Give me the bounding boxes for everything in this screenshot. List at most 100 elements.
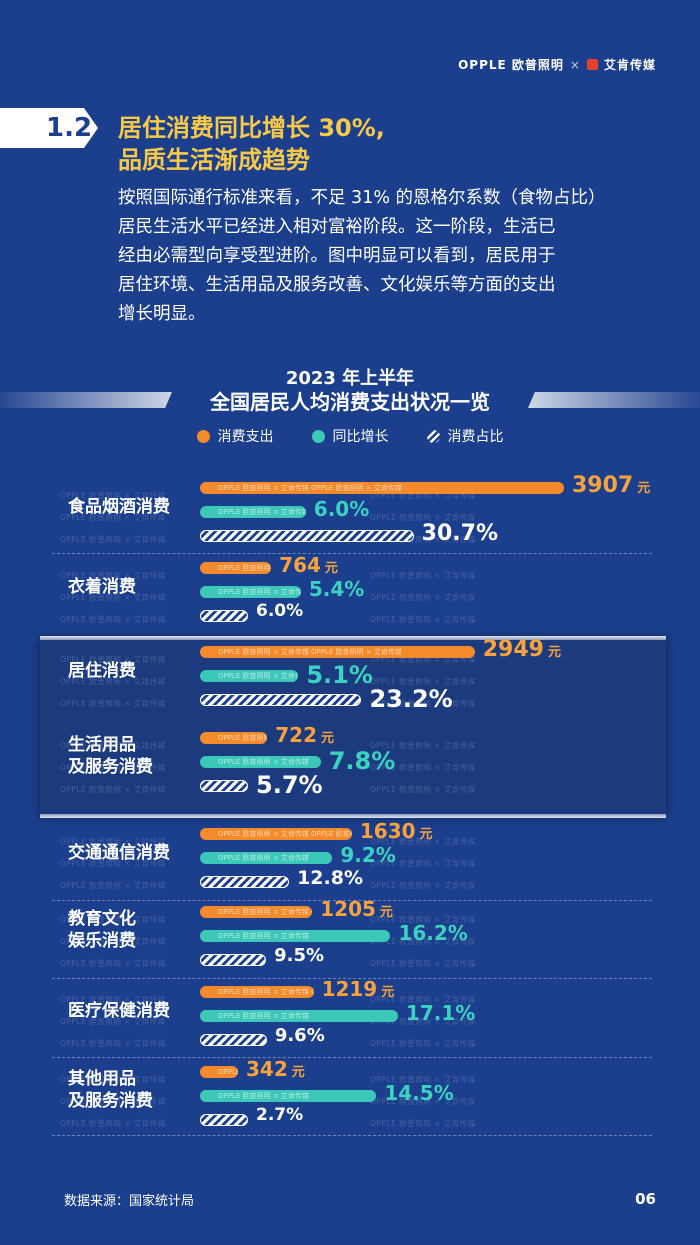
value-label-share: 5.7%	[256, 771, 323, 799]
value-number: 342	[246, 1057, 288, 1081]
watermark-text: OPPLE 欧普照明 × 艾肯传媒	[60, 1119, 166, 1128]
bar-growth: OPPLE 欧普照明 × 艾肯传媒	[200, 1090, 377, 1102]
value-label-growth: 17.1%	[405, 1001, 476, 1025]
bar-growth: OPPLE 欧普照明 × 艾肯传媒	[200, 756, 321, 768]
chart-title-line2: 全国居民人均消费支出状况一览	[210, 390, 490, 414]
bar-share	[200, 530, 414, 542]
section-title: 居住消费同比增长 30%, 品质生活渐成趋势	[118, 112, 385, 176]
value-label-share: 6.0%	[256, 601, 304, 621]
value-label-share: 9.5%	[274, 945, 325, 966]
category-label: 生活用品 及服务消费	[68, 735, 153, 777]
watermark-text: OPPLE 欧普照明 × 艾肯传媒	[218, 508, 306, 516]
value-label-spending: 3907 元	[572, 473, 650, 498]
bar-spending: OPPLE 欧普照明 × 艾肯传媒 OPPLE 欧普照明 × 艾肯传媒	[200, 906, 313, 918]
watermark-text: OPPLE 欧普照明 × 艾肯传媒	[218, 672, 298, 680]
watermark-text: OPPLE 欧普照明 × 艾肯传媒	[60, 881, 166, 890]
watermark-text: OPPLE 欧普照明 × 艾肯传媒 OPPLE 欧普照明 × 艾肯传媒	[218, 564, 271, 572]
value-number: 2949	[482, 637, 544, 662]
watermark-text: OPPLE 欧普照明 × 艾肯传媒	[370, 535, 476, 544]
value-label-spending: 764 元	[279, 553, 338, 577]
watermark-text: OPPLE 欧普照明 × 艾肯传媒	[370, 677, 476, 686]
paragraph-line: 增长明显。	[118, 304, 206, 324]
watermark-text: OPPLE 欧普照明 × 艾肯传媒	[60, 655, 166, 664]
watermark-text: OPPLE 欧普照明 × 艾肯传媒	[370, 959, 476, 968]
chart-legend: 消费支出 同比增长 消费占比	[0, 426, 700, 446]
value-label-growth: 5.1%	[306, 661, 373, 689]
watermark-text: OPPLE 欧普照明 × 艾肯传媒	[218, 932, 309, 940]
aiken-logo-icon	[586, 59, 598, 70]
value-label-spending: 1630 元	[360, 819, 433, 843]
value-number: 3907	[572, 473, 634, 498]
data-source: 数据来源：国家统计局	[64, 1194, 195, 1209]
watermark-text: OPPLE 欧普照明 × 艾肯传媒	[60, 859, 166, 868]
watermark-text: OPPLE 欧普照明 × 艾肯传媒	[60, 491, 166, 500]
watermark-text: OPPLE 欧普照明 × 艾肯传媒 OPPLE 欧普照明 × 艾肯传媒	[218, 734, 268, 742]
watermark-text: OPPLE 欧普照明 × 艾肯传媒	[60, 959, 166, 968]
watermark-text: OPPLE 欧普照明 × 艾肯传媒	[60, 785, 166, 794]
legend-swatch-orange	[196, 429, 210, 443]
value-label-share: 12.8%	[297, 867, 363, 889]
watermark-text: OPPLE 欧普照明 × 艾肯传媒	[218, 1092, 309, 1100]
value-label-growth: 5.4%	[308, 577, 365, 601]
paragraph-line: 居民生活水平已经进入相对富裕阶段。这一阶段，生活已	[118, 217, 556, 237]
bar-share	[200, 610, 248, 622]
watermark-text: OPPLE 欧普照明 × 艾肯传媒	[370, 741, 476, 750]
watermark-text: OPPLE 欧普照明 × 艾肯传媒	[370, 1017, 476, 1026]
section-title-line1: 居住消费同比增长 30%,	[118, 114, 385, 142]
value-number: 1219	[321, 977, 378, 1001]
watermark-text: OPPLE 欧普照明 × 艾肯传媒	[370, 995, 476, 1004]
page-number: 06	[635, 1190, 656, 1208]
watermark-text: OPPLE 欧普照明 × 艾肯传媒	[60, 937, 166, 946]
category-label: 其他用品 及服务消费	[68, 1069, 153, 1111]
value-label-share: 30.7%	[421, 521, 498, 546]
bar-growth: OPPLE 欧普照明 × 艾肯传媒	[200, 506, 306, 518]
row-separator	[52, 553, 652, 554]
watermark-text: OPPLE 欧普照明 × 艾肯传媒	[60, 915, 166, 924]
watermark-text: OPPLE 欧普照明 × 艾肯传媒	[370, 937, 476, 946]
legend-item-share: 消费占比	[426, 426, 504, 446]
paragraph-line: 居住环境、生活用品及服务改善、文化娱乐等方面的支出	[118, 275, 556, 295]
value-label-growth: 7.8%	[328, 747, 396, 775]
value-unit: 元	[291, 1065, 305, 1080]
watermark-text: OPPLE 欧普照明 × 艾肯传媒	[370, 763, 476, 772]
section-number-box	[0, 108, 98, 148]
legend-label: 消费占比	[447, 429, 504, 445]
value-label-growth: 14.5%	[384, 1081, 454, 1105]
watermark-text: OPPLE 欧普照明 × 艾肯传媒	[370, 615, 476, 624]
title-band-right	[528, 392, 700, 408]
watermark-text: OPPLE 欧普照明 × 艾肯传媒	[60, 513, 166, 522]
category-label: 衣着消费	[68, 577, 136, 597]
watermark-text: OPPLE 欧普照明 × 艾肯传媒 OPPLE 欧普照明 × 艾肯传媒	[218, 1068, 238, 1076]
value-unit: 元	[547, 645, 561, 660]
watermark-text: OPPLE 欧普照明 × 艾肯传媒	[60, 837, 166, 846]
watermark-text: OPPLE 欧普照明 × 艾肯传媒	[60, 1017, 166, 1026]
value-number: 1205	[320, 897, 376, 921]
category-label: 食品烟酒消费	[68, 497, 170, 517]
bar-share	[200, 876, 290, 888]
row-separator	[52, 900, 652, 901]
legend-swatch-striped	[426, 429, 440, 443]
value-unit: 元	[637, 481, 651, 496]
watermark-text: OPPLE 欧普照明 × 艾肯传媒	[60, 615, 166, 624]
watermark-text: OPPLE 欧普照明 × 艾肯传媒	[60, 741, 166, 750]
bar-spending: OPPLE 欧普照明 × 艾肯传媒 OPPLE 欧普照明 × 艾肯传媒	[200, 562, 272, 574]
category-label: 教育文化 娱乐消费	[68, 909, 136, 951]
section-title-line2: 品质生活渐成趋势	[118, 146, 310, 174]
watermark-text: OPPLE 欧普照明 × 艾肯传媒 OPPLE 欧普照明 × 艾肯传媒	[218, 648, 402, 656]
legend-item-growth: 同比增长	[311, 426, 389, 446]
row-separator	[52, 1135, 652, 1136]
bar-share	[200, 694, 362, 706]
highlight-panel	[40, 638, 666, 816]
watermark-text: OPPLE 欧普照明 × 艾肯传媒	[370, 859, 476, 868]
watermark-text: OPPLE 欧普照明 × 艾肯传媒	[370, 593, 476, 602]
bar-growth: OPPLE 欧普照明 × 艾肯传媒	[200, 1010, 398, 1022]
category-label: 居住消费	[68, 661, 136, 681]
chart-title-line1: 2023 年上半年	[285, 368, 415, 389]
value-label-spending: 722 元	[275, 723, 334, 747]
value-label-spending: 2949 元	[483, 637, 561, 662]
legend-swatch-teal	[311, 429, 325, 443]
value-label-growth: 6.0%	[313, 497, 370, 521]
legend-item-spending: 消费支出	[196, 426, 274, 446]
legend-label: 同比增长	[332, 429, 389, 445]
watermark-text: OPPLE 欧普照明 × 艾肯传媒	[218, 1012, 309, 1020]
